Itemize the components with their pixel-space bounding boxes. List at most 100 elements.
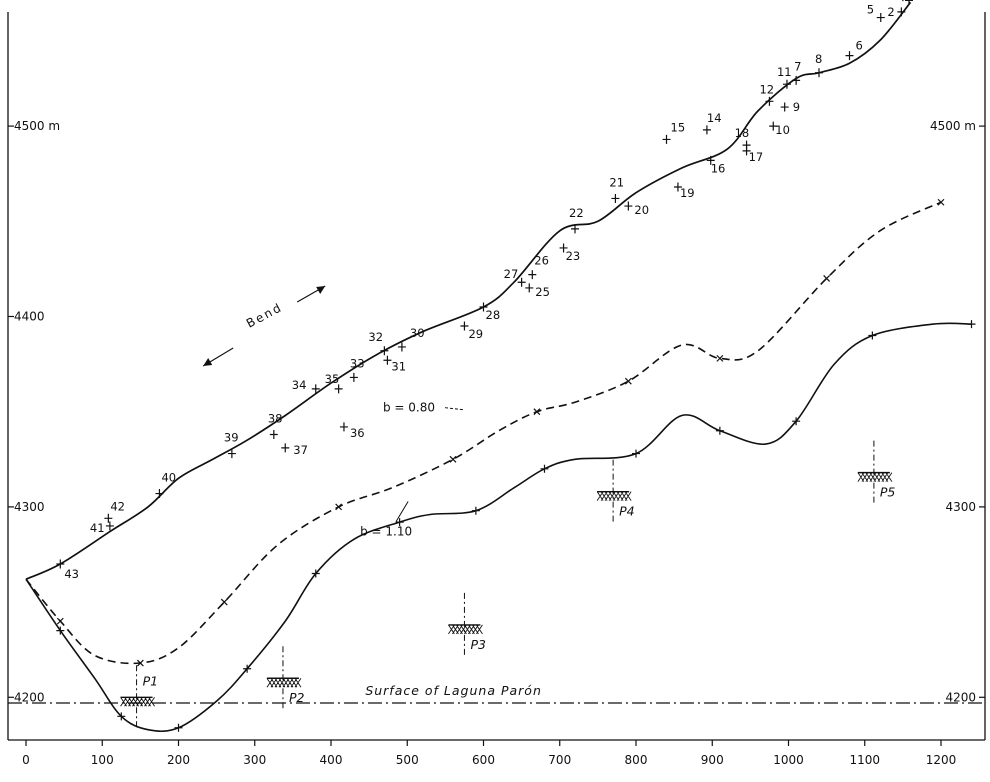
y-ticks: 4200 4300 4400 4500 m 4200 4300 4500 m [8,119,985,704]
x-tick-label: 800 [625,753,648,767]
series-mark [868,331,877,340]
survey-points: 1234567891011121415161718192021222325262… [56,0,913,581]
point-label: 11 [777,65,792,79]
point-mark [380,346,389,356]
series-mark [823,274,831,282]
point-label: 31 [391,359,406,373]
point-label: 43 [64,567,79,581]
point-label: 35 [325,372,340,386]
point-label: 34 [292,378,307,392]
bend-arrowhead-left [203,358,213,367]
x-tick-label: 500 [396,753,419,767]
point-label: 26 [534,254,549,268]
marker-label: P3 [470,637,486,652]
curve-label-1: b = 0.80 [383,401,435,415]
point-label: 39 [224,431,239,445]
point-label: 23 [566,249,581,263]
marker-label: P5 [880,485,896,500]
point-mark [155,489,164,499]
point-mark [460,321,469,331]
series-mark [243,664,252,673]
point-label: 21 [609,175,624,189]
point-mark [383,355,392,365]
series-line-2 [25,322,972,733]
point-mark [611,193,620,203]
series-mark [136,659,144,667]
point-label: 25 [535,285,550,299]
point-label: 29 [468,327,483,341]
point-mark [227,449,236,459]
annotations: Bend b = 0.80 b = 1.10 [202,285,464,538]
x-tick-label: 900 [701,753,724,767]
y-tick-right-label: 4500 m [930,119,976,133]
point-label: 14 [707,111,722,125]
y-tick-left-label: 4400 [14,309,45,323]
marker-label: P1 [143,673,159,688]
x-tick-label: 400 [320,753,343,767]
point-label: 22 [569,206,584,220]
point-mark [845,51,854,61]
series-group [25,1,976,733]
point-label: 33 [350,356,365,370]
point-label: 8 [815,52,822,66]
point-mark [765,96,774,106]
point-label: 19 [680,186,695,200]
point-label: 28 [486,308,501,322]
point-mark [281,443,290,453]
point-mark [104,513,113,523]
x-tick-label: 1000 [773,753,804,767]
point-label: 32 [368,330,383,344]
y-tick-left-label: 4200 [14,690,45,704]
point-mark [334,384,343,394]
point-mark [662,134,671,144]
point-label: 20 [634,203,649,217]
point-mark [349,372,358,382]
series-mark [533,408,541,416]
point-mark [769,121,778,131]
x-tick-label: 300 [243,753,266,767]
point-label: 18 [735,126,750,140]
point-mark [897,7,906,17]
series-mark [56,617,64,625]
point-label: 30 [410,326,425,340]
series-mark [967,320,976,329]
point-mark [525,283,534,293]
lake-surface: Surface of Laguna Parón [8,683,985,704]
marker-hatch [596,491,632,501]
y-tick-left-label: 4300 [14,500,45,514]
series-mark [56,626,65,635]
x-tick-label: 1100 [849,753,880,767]
point-label: 41 [90,521,105,535]
point-label: 17 [749,150,764,164]
series-line-0 [25,1,912,580]
point-mark [105,521,114,531]
marker-hatch [857,472,893,482]
point-label: 15 [671,120,686,134]
point-mark [706,155,715,165]
series-mark [937,198,945,206]
point-label: 40 [161,471,176,485]
point-label: 10 [775,123,790,137]
point-label: 9 [793,100,800,114]
point-mark [904,0,913,5]
series-mark [311,569,320,578]
point-mark [559,243,568,253]
point-mark [742,140,751,150]
series-mark [716,354,724,362]
x-tick-label: 200 [167,753,190,767]
series-mark [471,506,480,515]
x-tick-label: 0 [22,753,30,767]
y-tick-left-label: 4500 m [14,119,60,133]
point-mark [876,13,885,23]
point-label: 7 [794,59,801,73]
marker-label: P4 [619,504,635,519]
y-tick-right-label: 4200 [945,690,976,704]
surface-label: Surface of Laguna Parón [365,683,542,698]
point-label: 42 [110,499,125,513]
x-tick-label: 100 [91,753,114,767]
x-tick-label: 1200 [926,753,957,767]
point-mark [56,559,65,569]
series-mark [335,503,343,511]
point-label: 2 [887,5,894,19]
curve-label-leader [395,501,409,522]
